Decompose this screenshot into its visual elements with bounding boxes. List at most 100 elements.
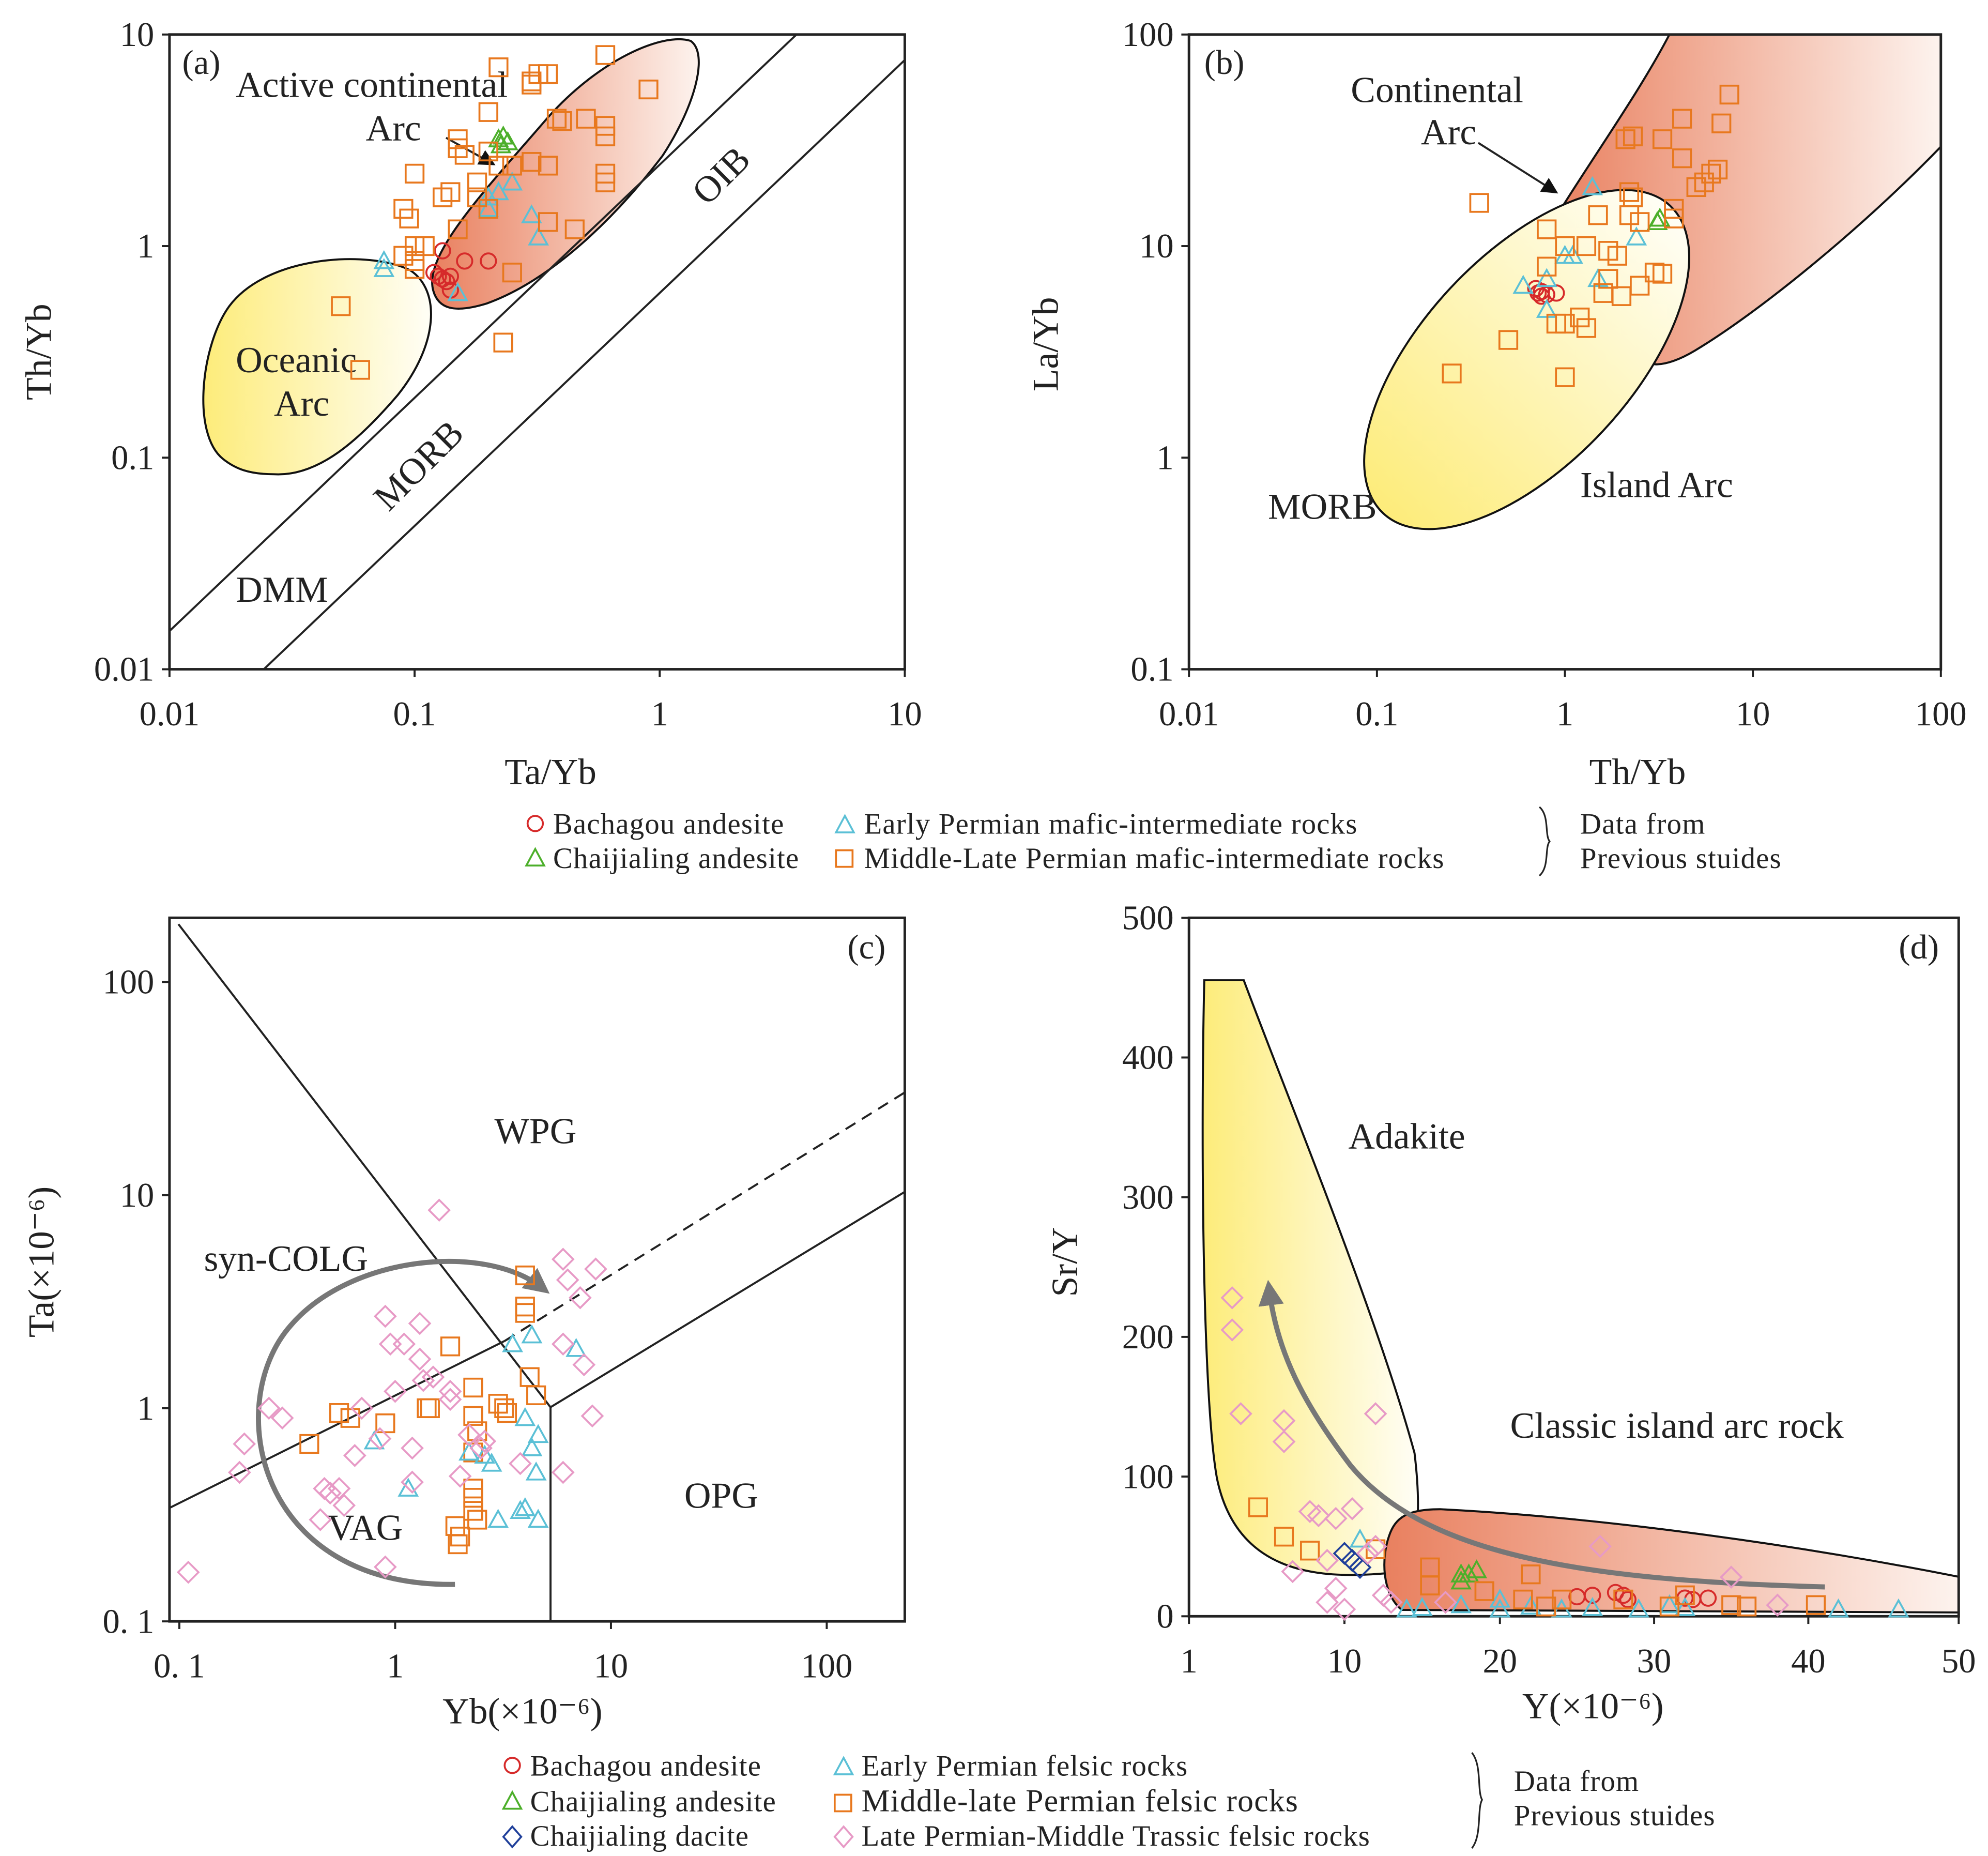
data-point-diamond: [368, 1427, 392, 1451]
data-point-square: [1619, 205, 1640, 225]
data-point-diamond: [318, 1481, 342, 1505]
data-point-triangle: [1450, 1594, 1472, 1614]
morb-array-lower-line: [263, 59, 906, 670]
data-point-square: [1615, 129, 1635, 149]
legend-source-2: Previous stuides: [1580, 842, 1782, 875]
data-point-triangle: [493, 125, 514, 145]
data-point-triangle: [501, 171, 523, 191]
series-late_permian: [1220, 1286, 1790, 1621]
x-tick-label: 1: [651, 695, 668, 733]
field-label-adakite: Adakite: [1348, 1116, 1465, 1157]
series-chaijialing: [1450, 1559, 1488, 1590]
legend-item: Early Permian mafic-intermediate rocks: [864, 808, 1358, 841]
vag-syn-colg-boundary: [169, 1340, 506, 1509]
legend-item: Chaijialing andesite: [530, 1786, 776, 1818]
data-point-square: [350, 360, 370, 380]
series-early: [373, 171, 549, 301]
data-point-triangle: [510, 1500, 531, 1519]
y-tick-label: 100: [1122, 16, 1174, 54]
legend-item: Bachagou andesite: [553, 808, 785, 841]
data-point-triangle: [397, 1478, 419, 1497]
data-point-circle: [480, 252, 497, 270]
data-point-square: [404, 163, 425, 184]
data-point-diamond: [1364, 1534, 1387, 1558]
data-point-square: [1576, 236, 1597, 256]
data-point-square: [415, 236, 435, 256]
series-middle_late: [299, 1265, 546, 1555]
data-point-square: [1576, 318, 1597, 338]
x-axis-label-d: Y(×10⁻⁶): [1522, 1686, 1664, 1727]
y-axis-label-b: La/Yb: [1025, 297, 1066, 392]
data-point-triangle: [1888, 1598, 1909, 1618]
data-point-diamond: [584, 1257, 607, 1281]
data-point-square: [467, 187, 487, 207]
legend-marker-chaijialing: [525, 847, 546, 867]
data-point-diamond: [1229, 1402, 1252, 1425]
data-point-circle: [1699, 1589, 1717, 1607]
data-point-diamond: [551, 1248, 575, 1271]
data-point-square: [445, 1516, 465, 1536]
data-point-triangle: [447, 282, 468, 301]
data-point-diamond: [392, 1332, 416, 1356]
y-tick-label: 1: [137, 1390, 154, 1427]
y-tick-label: 500: [1122, 899, 1174, 937]
x-tick-label: 1: [1556, 695, 1573, 733]
series-middle_late: [1442, 84, 1739, 387]
legend-brace: [1471, 1752, 1484, 1849]
data-point-square: [1537, 219, 1557, 239]
field-label-opg: OPG: [684, 1475, 758, 1516]
data-point-square: [538, 212, 558, 232]
data-point-square: [1521, 1564, 1541, 1585]
data-point-square: [538, 156, 558, 176]
legend-source-2: Previous stuides: [1514, 1800, 1716, 1832]
data-point-diamond: [473, 1429, 497, 1453]
field-label-oib: OIB: [684, 139, 758, 212]
data-point-triangle: [527, 1509, 549, 1528]
data-point-circle: [1619, 1591, 1637, 1608]
data-point-square: [1736, 1596, 1757, 1617]
data-point-triangle: [487, 1509, 509, 1528]
data-point-square: [546, 109, 567, 129]
data-point-diamond: [374, 1304, 397, 1328]
data-point-square: [440, 1336, 461, 1357]
data-point-diamond: [1340, 1497, 1364, 1520]
data-point-diamond: [176, 1560, 200, 1584]
data-point-square: [1300, 1541, 1320, 1561]
data-point-square: [595, 172, 616, 192]
data-point-triangle: [1626, 226, 1647, 246]
data-point-square: [440, 182, 461, 202]
data-point-triangle: [481, 1452, 502, 1472]
wpg-opg-boundary: [550, 1191, 906, 1408]
data-point-triangle: [478, 186, 499, 206]
x-tick-label: 10: [1736, 695, 1770, 733]
data-point-diamond: [309, 1508, 332, 1531]
data-point-square: [1555, 236, 1575, 256]
data-point-diamond: [228, 1461, 251, 1484]
continental-arc-pointer-arrow: [1477, 142, 1558, 194]
panel-d: (d) Adakite Classic island arc rock Y(×1…: [1044, 899, 1976, 1726]
data-point-square: [1694, 172, 1714, 192]
data-point-square: [1686, 177, 1706, 197]
data-point-square: [564, 219, 585, 239]
data-point-diamond: [378, 1332, 402, 1356]
y-axis-label-c: Ta(×10⁻⁶): [21, 1186, 62, 1337]
data-point-triangle: [1411, 1597, 1433, 1616]
legend-marker-chaijialing: [501, 1790, 523, 1810]
data-point-square: [493, 332, 513, 353]
data-point-square: [1630, 212, 1650, 232]
arc-pointer-arrow: [445, 136, 496, 165]
data-point-triangle: [1489, 1598, 1511, 1618]
data-point-diamond: [469, 1436, 493, 1460]
data-point-square: [488, 156, 509, 176]
data-point-square: [1555, 313, 1575, 334]
data-point-diamond: [343, 1444, 366, 1467]
x-tick-label: 50: [1941, 1642, 1976, 1680]
data-point-triangle: [1659, 1594, 1680, 1614]
data-point-square: [1611, 286, 1632, 306]
legend-marker-middle-late: [835, 849, 854, 868]
y-tick-label: 0.1: [111, 439, 154, 477]
data-point-square: [595, 126, 616, 146]
